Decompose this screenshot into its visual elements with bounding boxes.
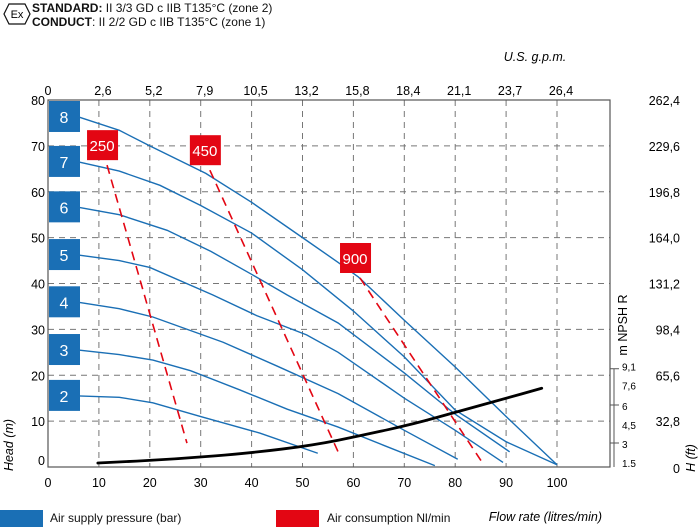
x2-tick-label: 5,2	[145, 84, 162, 98]
air-consumption-line-450	[209, 169, 339, 453]
air-label-box-900	[340, 242, 372, 273]
pressure-curve-3	[78, 349, 436, 467]
conduct-rating: CONDUCT: II 2/2 GD c IIB T135°C (zone 1)	[32, 16, 265, 29]
x-tick-label: 0	[45, 476, 52, 490]
pressure-curve-4	[78, 301, 459, 460]
x-axis-title: Flow rate (litres/min)	[489, 510, 602, 524]
y-tick-label: 30	[31, 323, 45, 337]
ex-icon-text: Ex	[11, 9, 24, 21]
y-axis-title: Head (m)	[2, 419, 16, 471]
pressure-label-box-7	[49, 145, 80, 177]
x2-tick-label: 0	[45, 84, 52, 98]
npsh-tick-label: 6	[622, 402, 628, 413]
y-tick-label: 0	[38, 454, 45, 468]
standard-rating: STANDARD: II 3/3 GD c IIB T135°C (zone 2…	[32, 2, 272, 15]
y-tick-label: 20	[31, 369, 45, 383]
x-tick-label: 30	[194, 476, 208, 490]
npsh-tick-label: 1.5	[622, 459, 636, 470]
legend-label-air: Air consumption Nl/min	[327, 511, 451, 525]
pressure-label-box-6	[49, 191, 80, 223]
y-tick-label: 70	[31, 140, 45, 154]
x2-tick-label: 18,4	[396, 84, 420, 98]
pressure-label-7: 7	[60, 155, 69, 172]
air-consumption-line-250	[106, 164, 188, 444]
pressure-label-8: 8	[60, 110, 69, 127]
pressure-label-box-8	[49, 100, 80, 132]
npsh-tick-label: 3	[622, 440, 628, 451]
x-tick-label: 60	[346, 476, 360, 490]
x2-tick-label: 7,9	[196, 84, 213, 98]
pressure-curve-5	[78, 254, 504, 463]
pressure-curve-6	[78, 206, 511, 453]
conduct-label: CONDUCT	[32, 15, 92, 29]
npsh-tick-label: 7,6	[622, 382, 636, 393]
y2-tick-label: 0	[673, 462, 680, 476]
air-label-250: 250	[90, 138, 115, 155]
air-consumption-line-900	[359, 277, 483, 463]
pressure-label-box-4	[49, 286, 80, 318]
y-tick-label: 50	[31, 232, 45, 246]
pressure-label-box-3	[49, 334, 80, 366]
pressure-label-box-5	[49, 239, 80, 271]
standard-text: II 3/3 GD c IIB T135°C (zone 2)	[102, 1, 273, 15]
y-tick-label: 80	[31, 94, 45, 108]
pressure-label-3: 3	[60, 343, 69, 360]
npsh-axis-title: m NPSH R	[616, 294, 630, 355]
x-tick-label: 40	[245, 476, 259, 490]
air-label-box-250	[87, 130, 119, 161]
y2-axis-title: H (ft)	[684, 444, 698, 472]
air-label-box-450	[189, 135, 221, 166]
legend-swatch-pressure	[0, 510, 43, 527]
y2-tick-label: 229,6	[649, 140, 680, 154]
air-label-900: 900	[343, 251, 368, 268]
legend-label-pressure: Air supply pressure (bar)	[50, 511, 182, 525]
y2-tick-label: 131,2	[649, 278, 680, 292]
x-tick-label: 70	[397, 476, 411, 490]
y2-tick-label: 196,8	[649, 186, 680, 200]
y2-tick-label: 32,8	[656, 415, 680, 429]
x2-tick-label: 15,8	[345, 84, 369, 98]
ex-atex-hexagon-icon: Ex	[3, 3, 31, 25]
npsh-tick-label: 9,1	[622, 363, 636, 374]
pressure-label-6: 6	[60, 200, 69, 217]
npsh-tick-label: 4,5	[622, 421, 636, 432]
air-label-450: 450	[192, 143, 217, 160]
x2-tick-label: 26,4	[549, 84, 573, 98]
standard-label: STANDARD:	[32, 1, 103, 15]
x-tick-label: 50	[296, 476, 310, 490]
y-tick-label: 10	[31, 415, 45, 429]
x2-tick-label: 10,5	[243, 84, 267, 98]
pressure-curve-7	[78, 161, 558, 466]
x-tick-label: 20	[143, 476, 157, 490]
pressure-label-4: 4	[60, 295, 69, 312]
x2-tick-label: 21,1	[447, 84, 471, 98]
pressure-label-box-2	[49, 379, 80, 411]
y-tick-label: 40	[31, 278, 45, 292]
pressure-label-5: 5	[60, 248, 69, 265]
x2-tick-label: 23,7	[498, 84, 522, 98]
plot-frame	[47, 99, 611, 468]
x2-axis-title: U.S. g.p.m.	[504, 50, 567, 64]
x-tick-label: 10	[92, 476, 106, 490]
x2-tick-label: 13,2	[294, 84, 318, 98]
y2-tick-label: 262,4	[649, 94, 680, 108]
pressure-curve-8	[78, 116, 558, 466]
y2-tick-label: 98,4	[656, 323, 680, 337]
x-tick-label: 80	[448, 476, 462, 490]
y-tick-label: 60	[31, 186, 45, 200]
x-tick-label: 100	[547, 476, 568, 490]
conduct-text: : II 2/2 GD c IIB T135°C (zone 1)	[92, 15, 266, 29]
y2-tick-label: 164,0	[649, 232, 680, 246]
y2-tick-label: 65,6	[656, 369, 680, 383]
x-tick-label: 90	[499, 476, 513, 490]
pressure-label-2: 2	[60, 389, 69, 406]
npsh-curve	[96, 386, 544, 465]
legend-swatch-air	[276, 510, 319, 527]
x2-tick-label: 2,6	[94, 84, 111, 98]
pressure-curve-2	[78, 395, 318, 454]
